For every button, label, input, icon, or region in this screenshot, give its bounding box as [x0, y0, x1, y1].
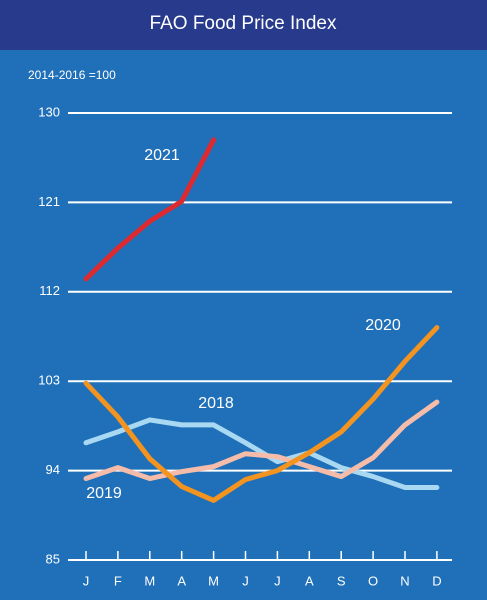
series-label: 2018: [198, 395, 234, 412]
subtitle: 2014-2016 =100: [28, 68, 116, 82]
x-tick-label: F: [114, 573, 122, 588]
y-tick-label: 130: [38, 104, 60, 119]
x-tick-label: M: [208, 573, 219, 588]
x-tick-label: S: [337, 573, 346, 588]
x-tick-label: M: [144, 573, 155, 588]
series-label: 2021: [144, 147, 180, 164]
x-tick-label: D: [432, 573, 441, 588]
x-tick-label: A: [177, 573, 186, 588]
y-tick-label: 94: [46, 462, 60, 477]
x-tick-label: J: [83, 573, 90, 588]
series-label: 2020: [365, 317, 401, 334]
series-line: [83, 137, 217, 282]
y-tick-label: 121: [38, 194, 60, 209]
x-tick-label: N: [400, 573, 409, 588]
y-tick-label: 85: [46, 551, 60, 566]
x-tick-label: J: [274, 573, 281, 588]
y-tick-label: 103: [38, 373, 60, 388]
series-label: 2019: [86, 485, 122, 502]
chart-title: FAO Food Price Index: [150, 13, 337, 34]
x-tick-label: O: [368, 573, 378, 588]
y-tick-label: 112: [39, 283, 60, 298]
x-tick-label: A: [305, 573, 314, 588]
series-line: [83, 417, 440, 490]
title-bar: [0, 0, 487, 50]
series-line: [83, 399, 440, 482]
series-line: [83, 325, 440, 503]
x-tick-label: J: [242, 573, 249, 588]
